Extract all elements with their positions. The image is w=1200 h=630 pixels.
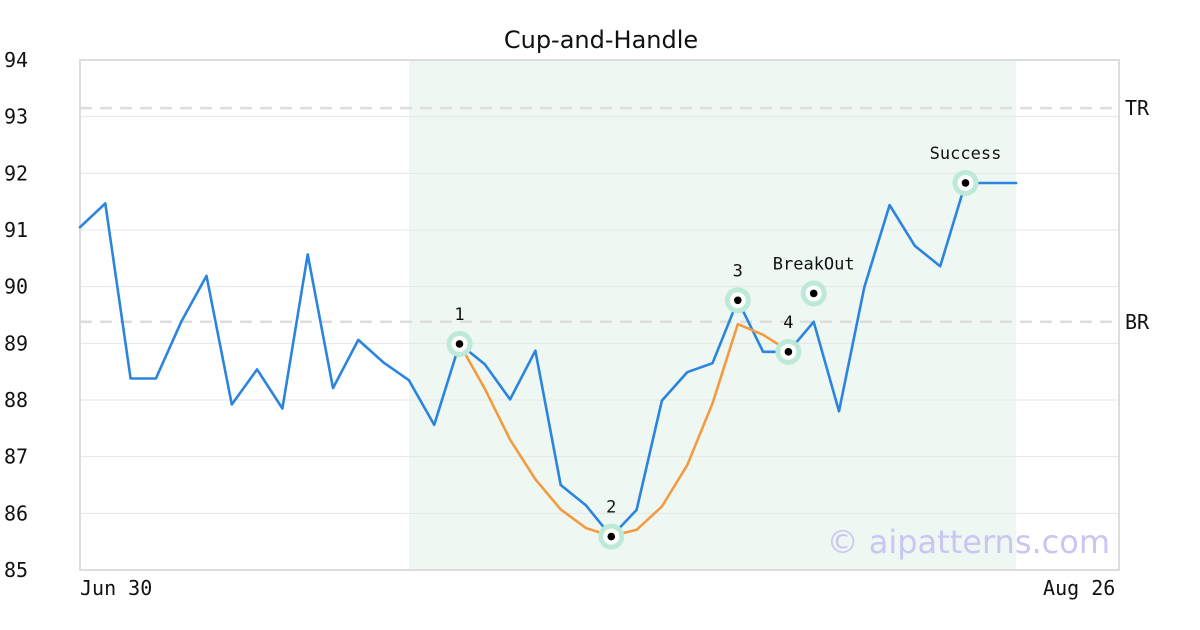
y-tick-label: 90 bbox=[4, 275, 28, 299]
watermark: © aipatterns.com bbox=[827, 523, 1110, 561]
y-tick-label: 94 bbox=[4, 48, 28, 72]
y-tick-label: 86 bbox=[4, 501, 28, 525]
y-tick-label: 93 bbox=[4, 105, 28, 129]
price-series-line bbox=[78, 181, 1018, 538]
point-marker-dot bbox=[455, 340, 464, 348]
chart-title: Cup-and-Handle bbox=[504, 26, 698, 54]
plot-frame bbox=[79, 59, 1120, 571]
pattern-region bbox=[408, 60, 1017, 570]
reference-label: TR bbox=[1125, 96, 1150, 120]
point-marker-dot bbox=[734, 296, 742, 305]
reference-label: BR bbox=[1125, 310, 1150, 334]
y-tick-label: 91 bbox=[4, 218, 28, 242]
y-tick-label: 85 bbox=[4, 558, 28, 582]
x-tick-label: Aug 26 bbox=[1043, 576, 1115, 600]
annotation-label: 2 bbox=[606, 498, 616, 518]
y-tick-label: 88 bbox=[4, 388, 28, 412]
annotation-label: BreakOut bbox=[773, 254, 855, 274]
annotation-label: 4 bbox=[783, 313, 793, 333]
y-tick-label: 89 bbox=[4, 331, 28, 355]
point-marker-dot bbox=[607, 532, 616, 541]
y-tick-label: 87 bbox=[4, 445, 28, 469]
annotation-label: 3 bbox=[733, 261, 743, 281]
point-marker-dot bbox=[809, 289, 818, 298]
cup-fit-line bbox=[458, 322, 790, 538]
point-marker-dot bbox=[961, 179, 970, 187]
y-tick-label: 92 bbox=[4, 161, 28, 185]
x-tick-label: Jun 30 bbox=[80, 576, 152, 600]
point-marker-dot bbox=[784, 348, 793, 356]
annotation-label: Success bbox=[930, 144, 1002, 164]
annotation-label: 1 bbox=[454, 305, 464, 325]
